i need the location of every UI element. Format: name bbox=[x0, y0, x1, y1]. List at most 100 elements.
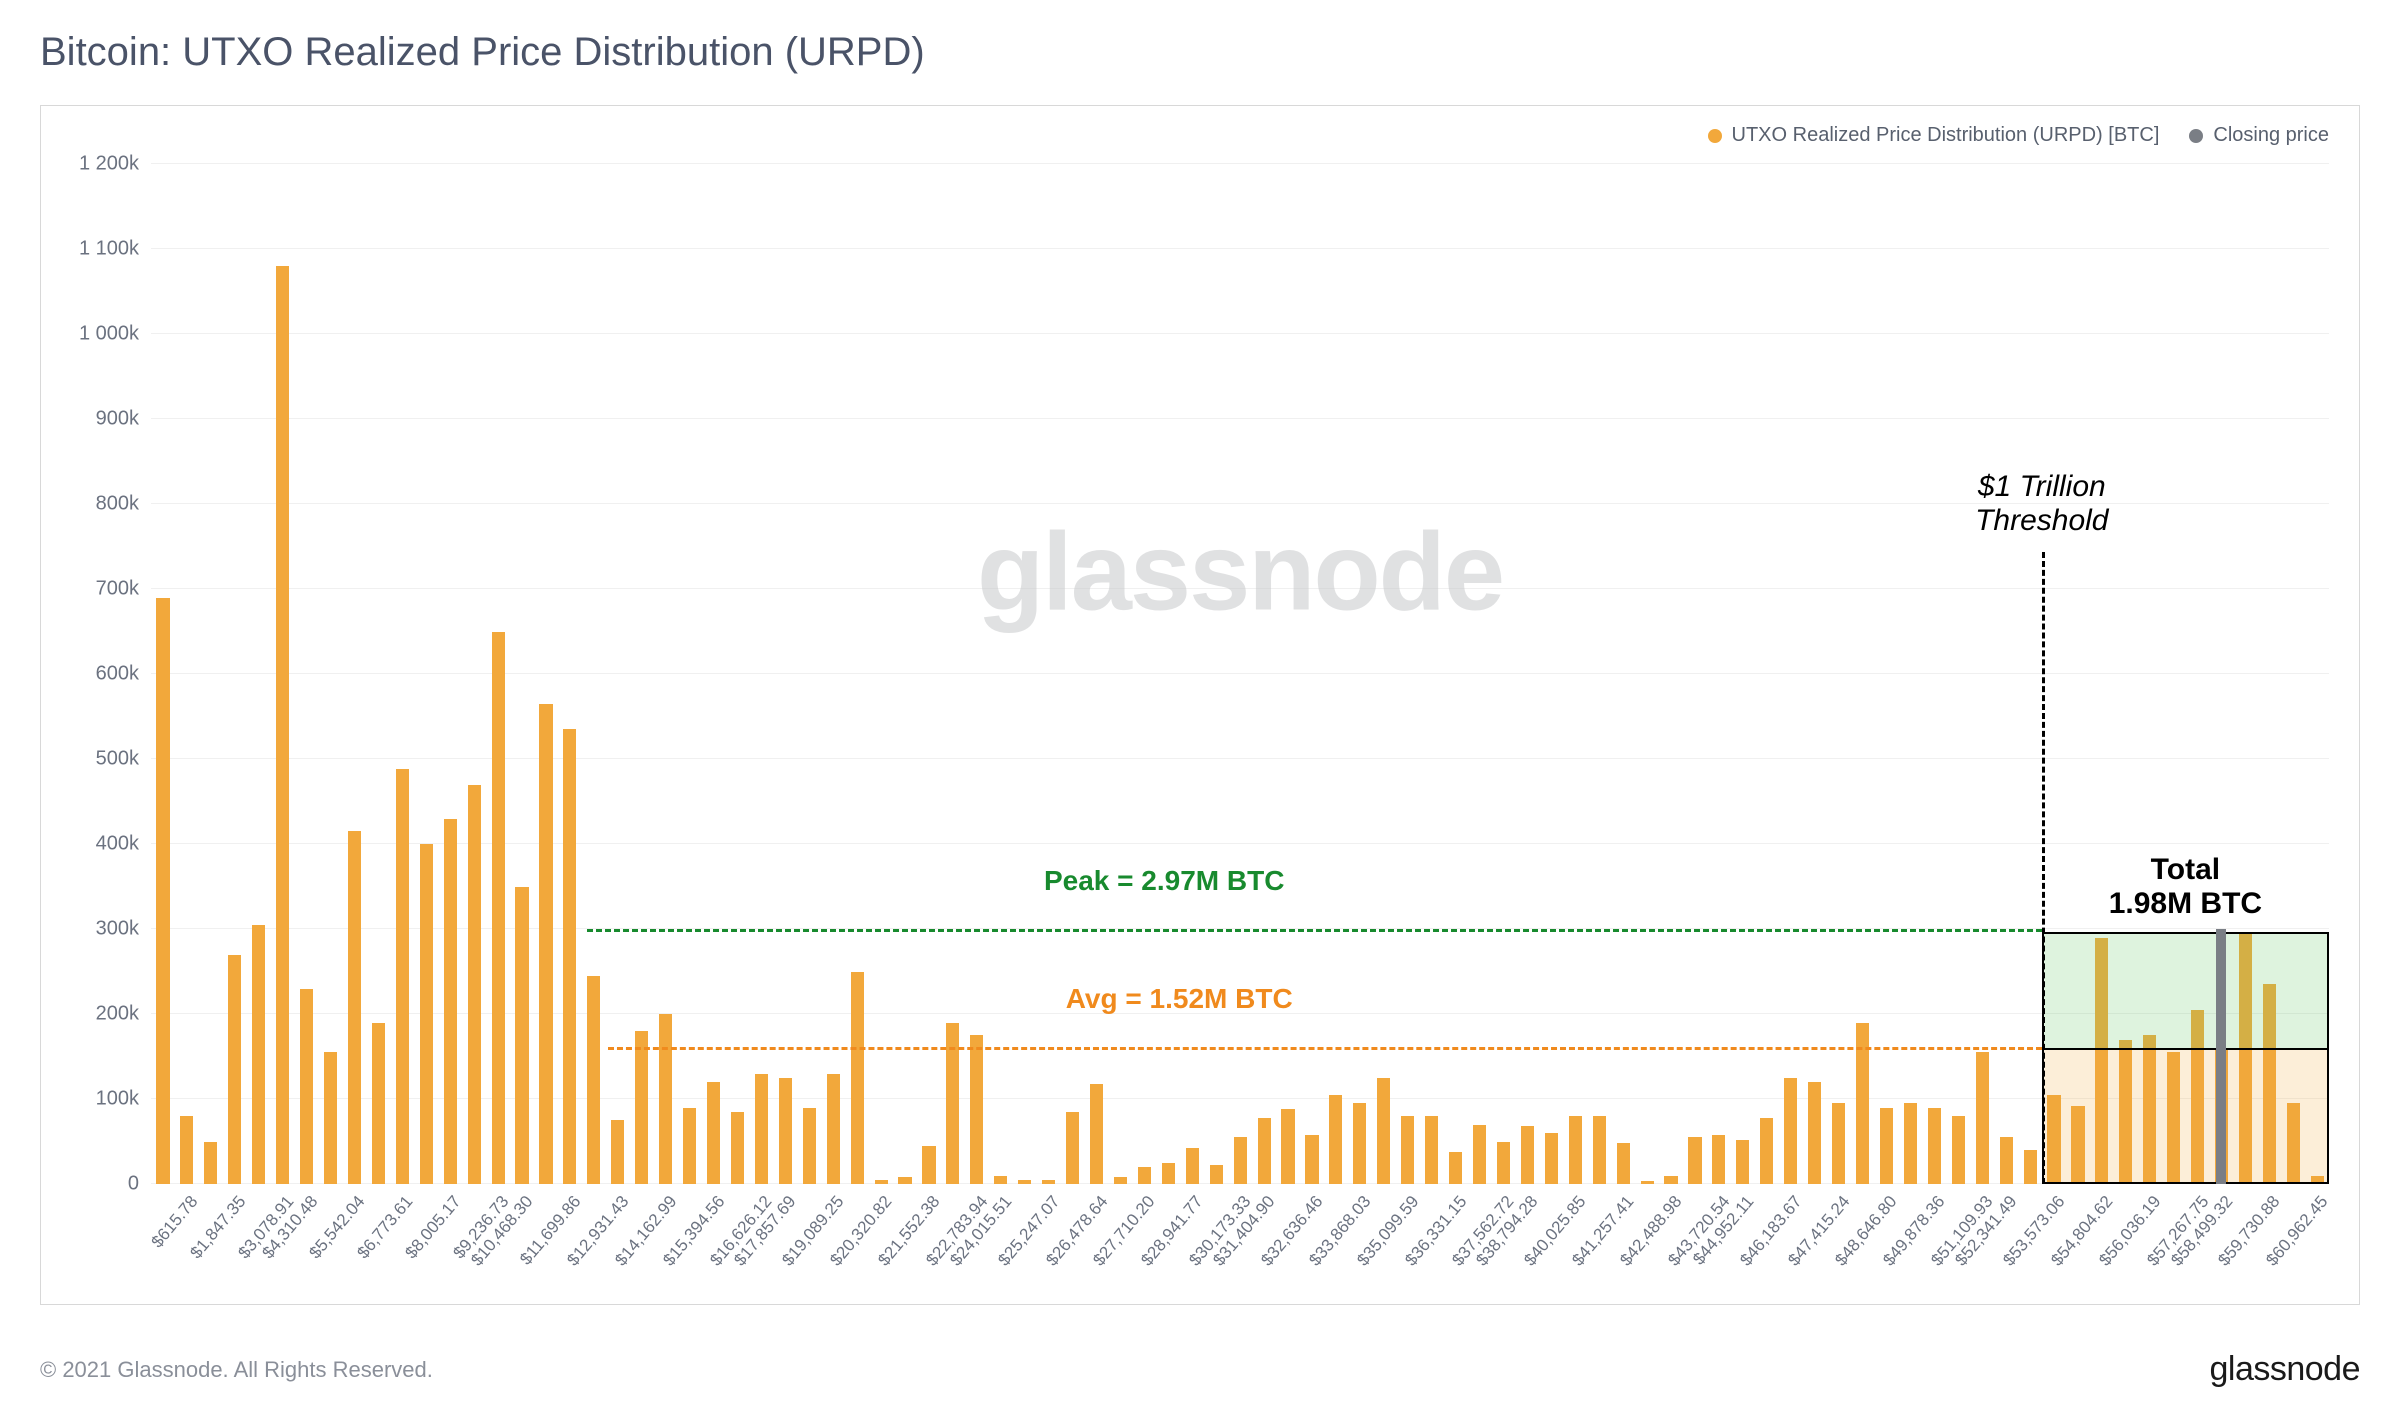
bar bbox=[1281, 1109, 1294, 1184]
y-tick: 1 200k bbox=[44, 153, 139, 176]
bar bbox=[635, 1031, 648, 1184]
bar bbox=[468, 785, 481, 1185]
bar bbox=[827, 1074, 840, 1185]
bar bbox=[1210, 1165, 1223, 1184]
bar bbox=[1736, 1140, 1749, 1184]
y-tick: 400k bbox=[44, 833, 139, 856]
y-tick: 300k bbox=[44, 918, 139, 941]
bar bbox=[1976, 1052, 1989, 1184]
bar bbox=[1904, 1103, 1917, 1184]
brand-logo: glassnode bbox=[2209, 1350, 2360, 1389]
bar bbox=[1760, 1118, 1773, 1184]
bar bbox=[1593, 1116, 1606, 1184]
bar bbox=[1545, 1133, 1558, 1184]
bar bbox=[1473, 1125, 1486, 1185]
bar bbox=[1832, 1103, 1845, 1184]
legend: UTXO Realized Price Distribution (URPD) … bbox=[1708, 124, 2329, 147]
bar bbox=[1664, 1176, 1677, 1185]
bar bbox=[1880, 1108, 1893, 1185]
bar bbox=[300, 989, 313, 1185]
y-tick: 600k bbox=[44, 663, 139, 686]
bar bbox=[1952, 1116, 1965, 1184]
bar bbox=[180, 1116, 193, 1184]
avg-label: Avg = 1.52M BTC bbox=[1066, 983, 1293, 1015]
bar bbox=[1617, 1143, 1630, 1184]
bar bbox=[1138, 1167, 1151, 1184]
y-tick: 200k bbox=[44, 1003, 139, 1026]
bar bbox=[1258, 1118, 1271, 1184]
bar bbox=[348, 831, 361, 1184]
bar bbox=[1377, 1078, 1390, 1184]
bar bbox=[1329, 1095, 1342, 1184]
chart-container: UTXO Realized Price Distribution (URPD) … bbox=[40, 105, 2360, 1305]
bar bbox=[1688, 1137, 1701, 1184]
shade-upper bbox=[2042, 932, 2329, 1050]
bar bbox=[851, 972, 864, 1185]
y-tick: 700k bbox=[44, 578, 139, 601]
bar bbox=[156, 598, 169, 1185]
y-tick: 0 bbox=[44, 1173, 139, 1196]
bar bbox=[1090, 1084, 1103, 1184]
legend-label-urpd: UTXO Realized Price Distribution (URPD) … bbox=[1732, 124, 2160, 147]
legend-dot-urpd bbox=[1708, 129, 1722, 143]
bar bbox=[803, 1108, 816, 1185]
bar bbox=[1497, 1142, 1510, 1185]
bar bbox=[1353, 1103, 1366, 1184]
y-tick: 1 100k bbox=[44, 238, 139, 261]
bar bbox=[492, 632, 505, 1185]
bar bbox=[779, 1078, 792, 1184]
bar bbox=[324, 1052, 337, 1184]
bar bbox=[994, 1176, 1007, 1185]
closing-price-bar bbox=[2216, 929, 2226, 1184]
avg-line bbox=[608, 1047, 2041, 1050]
plot-area: glassnode $1 TrillionThresholdTotal1.98M… bbox=[151, 164, 2329, 1184]
bar bbox=[2024, 1150, 2037, 1184]
bar bbox=[1712, 1135, 1725, 1184]
bar bbox=[2000, 1137, 2013, 1184]
y-tick: 900k bbox=[44, 408, 139, 431]
bar bbox=[1784, 1078, 1797, 1184]
legend-item-closing: Closing price bbox=[2189, 124, 2329, 147]
bar bbox=[515, 887, 528, 1185]
bar bbox=[1569, 1116, 1582, 1184]
bar bbox=[396, 769, 409, 1184]
bar bbox=[252, 925, 265, 1184]
shade-lower bbox=[2042, 1050, 2329, 1184]
bar bbox=[1449, 1152, 1462, 1184]
legend-item-urpd: UTXO Realized Price Distribution (URPD) … bbox=[1708, 124, 2160, 147]
peak-label: Peak = 2.97M BTC bbox=[1044, 864, 1284, 896]
y-tick: 500k bbox=[44, 748, 139, 771]
bar bbox=[1401, 1116, 1414, 1184]
bar bbox=[563, 729, 576, 1184]
copyright: © 2021 Glassnode. All Rights Reserved. bbox=[40, 1357, 433, 1383]
bar bbox=[707, 1082, 720, 1184]
bars-group bbox=[151, 164, 2329, 1184]
total-label: Total1.98M BTC bbox=[2109, 853, 2262, 921]
footer: © 2021 Glassnode. All Rights Reserved. g… bbox=[40, 1350, 2360, 1389]
bar bbox=[1162, 1163, 1175, 1184]
bar bbox=[1521, 1126, 1534, 1184]
bar bbox=[922, 1146, 935, 1184]
bar bbox=[1186, 1148, 1199, 1184]
bar bbox=[228, 955, 241, 1185]
chart-title: Bitcoin: UTXO Realized Price Distributio… bbox=[40, 30, 2360, 75]
y-tick: 800k bbox=[44, 493, 139, 516]
bar bbox=[1066, 1112, 1079, 1184]
bar bbox=[587, 976, 600, 1184]
bar bbox=[444, 819, 457, 1185]
bar bbox=[1305, 1135, 1318, 1184]
bar bbox=[898, 1177, 911, 1184]
bar bbox=[372, 1023, 385, 1185]
bar bbox=[539, 704, 552, 1184]
x-axis-labels: $615.78$1,847.35$3,078.91$4,310.48$5,542… bbox=[151, 1184, 2329, 1304]
bar bbox=[1114, 1177, 1127, 1184]
bar bbox=[659, 1014, 672, 1184]
threshold-line bbox=[2042, 552, 2045, 1184]
bar bbox=[970, 1035, 983, 1184]
bar bbox=[683, 1108, 696, 1185]
bar bbox=[420, 844, 433, 1184]
threshold-label: $1 TrillionThreshold bbox=[1975, 470, 2108, 538]
legend-label-closing: Closing price bbox=[2213, 124, 2329, 147]
peak-line bbox=[587, 929, 2042, 932]
bar bbox=[204, 1142, 217, 1185]
